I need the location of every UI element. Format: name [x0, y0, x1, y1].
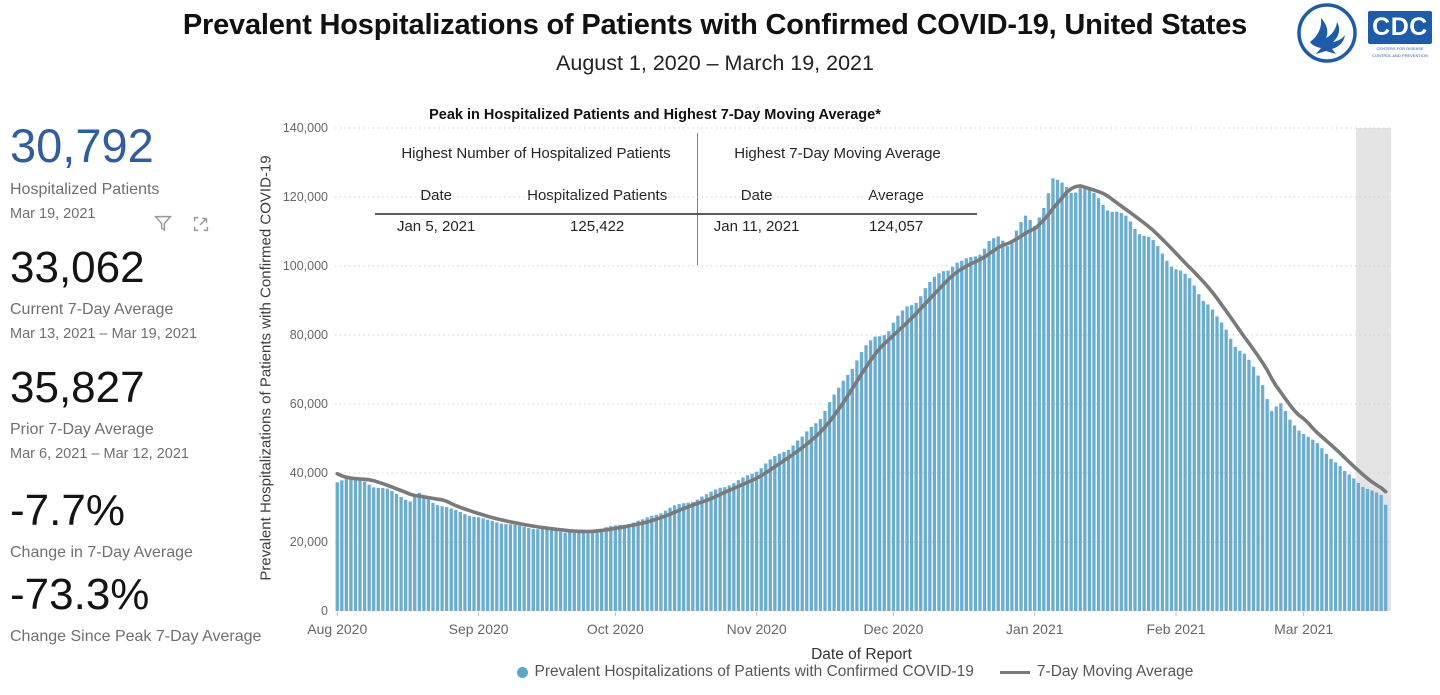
chart-inner-title: Peak in Hospitalized Patients and Highes…	[429, 107, 881, 123]
filter-icon[interactable]	[152, 213, 174, 235]
svg-text:20,000: 20,000	[290, 535, 328, 549]
kpi-value: 35,827	[10, 363, 145, 412]
kpi-change-since-peak: -73.3% Change Since Peak 7-Day Average	[10, 571, 261, 646]
peak-average-value: 124,057	[868, 218, 924, 235]
peak-table-left-title: Highest Number of Hospitalized Patients	[401, 145, 671, 162]
kpi-date-range: Mar 13, 2021 – Mar 19, 2021	[10, 326, 198, 342]
column-header-hospitalized-patients: Hospitalized Patients	[527, 187, 668, 204]
svg-text:Dec 2020: Dec 2020	[863, 621, 923, 637]
kpi-value: -7.7%	[10, 486, 125, 535]
legend-label: Prevalent Hospitalizations of Patients w…	[534, 663, 974, 680]
svg-text:0: 0	[321, 604, 328, 618]
hhs-eagle-icon	[1297, 3, 1357, 63]
column-header-date: Date	[420, 187, 453, 204]
svg-text:Sep 2020: Sep 2020	[449, 621, 509, 637]
chart-legend: Prevalent Hospitalizations of Patients w…	[270, 663, 1440, 681]
svg-text:Nov 2020: Nov 2020	[727, 621, 787, 637]
svg-text:120,000: 120,000	[283, 190, 328, 204]
kpi-value: -73.3%	[10, 570, 150, 619]
page-subtitle: August 1, 2020 – March 19, 2021	[556, 51, 874, 75]
page-title: Prevalent Hospitalizations of Patients w…	[182, 9, 1248, 41]
svg-text:60,000: 60,000	[290, 397, 328, 411]
svg-text:Mar 2021: Mar 2021	[1274, 621, 1333, 637]
cdc-logo-text: CDC	[1368, 11, 1432, 44]
svg-text:100,000: 100,000	[283, 259, 328, 273]
bar-series-marker-icon	[516, 666, 528, 678]
kpi-date: Mar 19, 2021	[10, 206, 96, 222]
kpi-prior-7day-average: 35,827 Prior 7-Day Average Mar 6, 2021 –…	[10, 363, 189, 463]
focus-mode-icon[interactable]	[190, 213, 212, 235]
svg-text:Jan 2021: Jan 2021	[1006, 621, 1064, 637]
peak-date-value: Jan 5, 2021	[396, 218, 476, 235]
legend-label: 7-Day Moving Average	[1036, 663, 1194, 680]
cdc-logo: CDC CENTERS FOR DISEASE CONTROL AND PREV…	[1368, 11, 1432, 58]
moving-average-line	[335, 184, 1388, 534]
kpi-label: Current 7-Day Average	[10, 301, 174, 318]
kpi-value: 30,792	[10, 119, 154, 172]
kpi-hospitalized-patients: 30,792 Hospitalized Patients Mar 19, 202…	[10, 119, 160, 223]
hospitalizations-chart: 0 20,000 40,000 60,000 80,000 100,000 120,000 1…	[283, 121, 1391, 663]
kpi-label: Change Since Peak 7-Day Average	[10, 628, 262, 645]
peak-summary-table: Highest Number of Hospitalized Patients …	[375, 133, 977, 265]
column-header-date: Date	[740, 187, 773, 204]
kpi-current-7day-average: 33,062 Current 7-Day Average Mar 13, 202…	[10, 243, 198, 343]
legend-item-bars: Prevalent Hospitalizations of Patients w…	[516, 663, 974, 681]
kpi-change-7day-average: -7.7% Change in 7-Day Average	[10, 487, 193, 562]
kpi-label: Prior 7-Day Average	[10, 421, 154, 438]
legend-item-line: 7-Day Moving Average	[999, 663, 1194, 681]
kpi-date-range: Mar 6, 2021 – Mar 12, 2021	[10, 446, 189, 462]
svg-text:80,000: 80,000	[290, 328, 328, 342]
daily-bars	[335, 178, 1388, 612]
peak-patients-value: 125,422	[570, 218, 625, 235]
svg-text:140,000: 140,000	[283, 121, 328, 135]
column-header-average: Average	[868, 187, 924, 204]
cdc-logo-subtext-2: CONTROL AND PREVENTION	[1372, 53, 1428, 58]
kpi-value: 33,062	[10, 243, 145, 292]
svg-text:Oct 2020: Oct 2020	[587, 621, 644, 637]
gridlines	[335, 127, 1391, 543]
x-axis-labels: Aug 2020 Sep 2020 Oct 2020 Nov 2020 Dec 2020…	[307, 612, 1333, 637]
kpi-label: Hospitalized Patients	[10, 181, 160, 198]
line-series-marker-icon	[999, 670, 1030, 674]
svg-text:Aug 2020: Aug 2020	[307, 621, 367, 637]
cdc-logo-subtext-1: CENTERS FOR DISEASE	[1376, 46, 1424, 51]
peak-table-left-section: Highest Number of Hospitalized Patients …	[375, 133, 697, 265]
y-axis-labels: 0 20,000 40,000 60,000 80,000 100,000 120,000 1…	[283, 121, 328, 618]
x-axis-title: Date of Report	[811, 646, 912, 663]
peak-table-right-section: Highest 7-Day Moving Average Date Averag…	[697, 133, 977, 265]
peak-table-right-title: Highest 7-Day Moving Average	[734, 145, 941, 162]
svg-text:40,000: 40,000	[290, 466, 328, 480]
peak-table-divider	[375, 213, 977, 215]
svg-text:Feb 2021: Feb 2021	[1146, 621, 1205, 637]
kpi-label: Change in 7-Day Average	[10, 544, 193, 561]
hhs-logo	[1296, 2, 1358, 69]
peak-average-date-value: Jan 11, 2021	[713, 218, 800, 235]
